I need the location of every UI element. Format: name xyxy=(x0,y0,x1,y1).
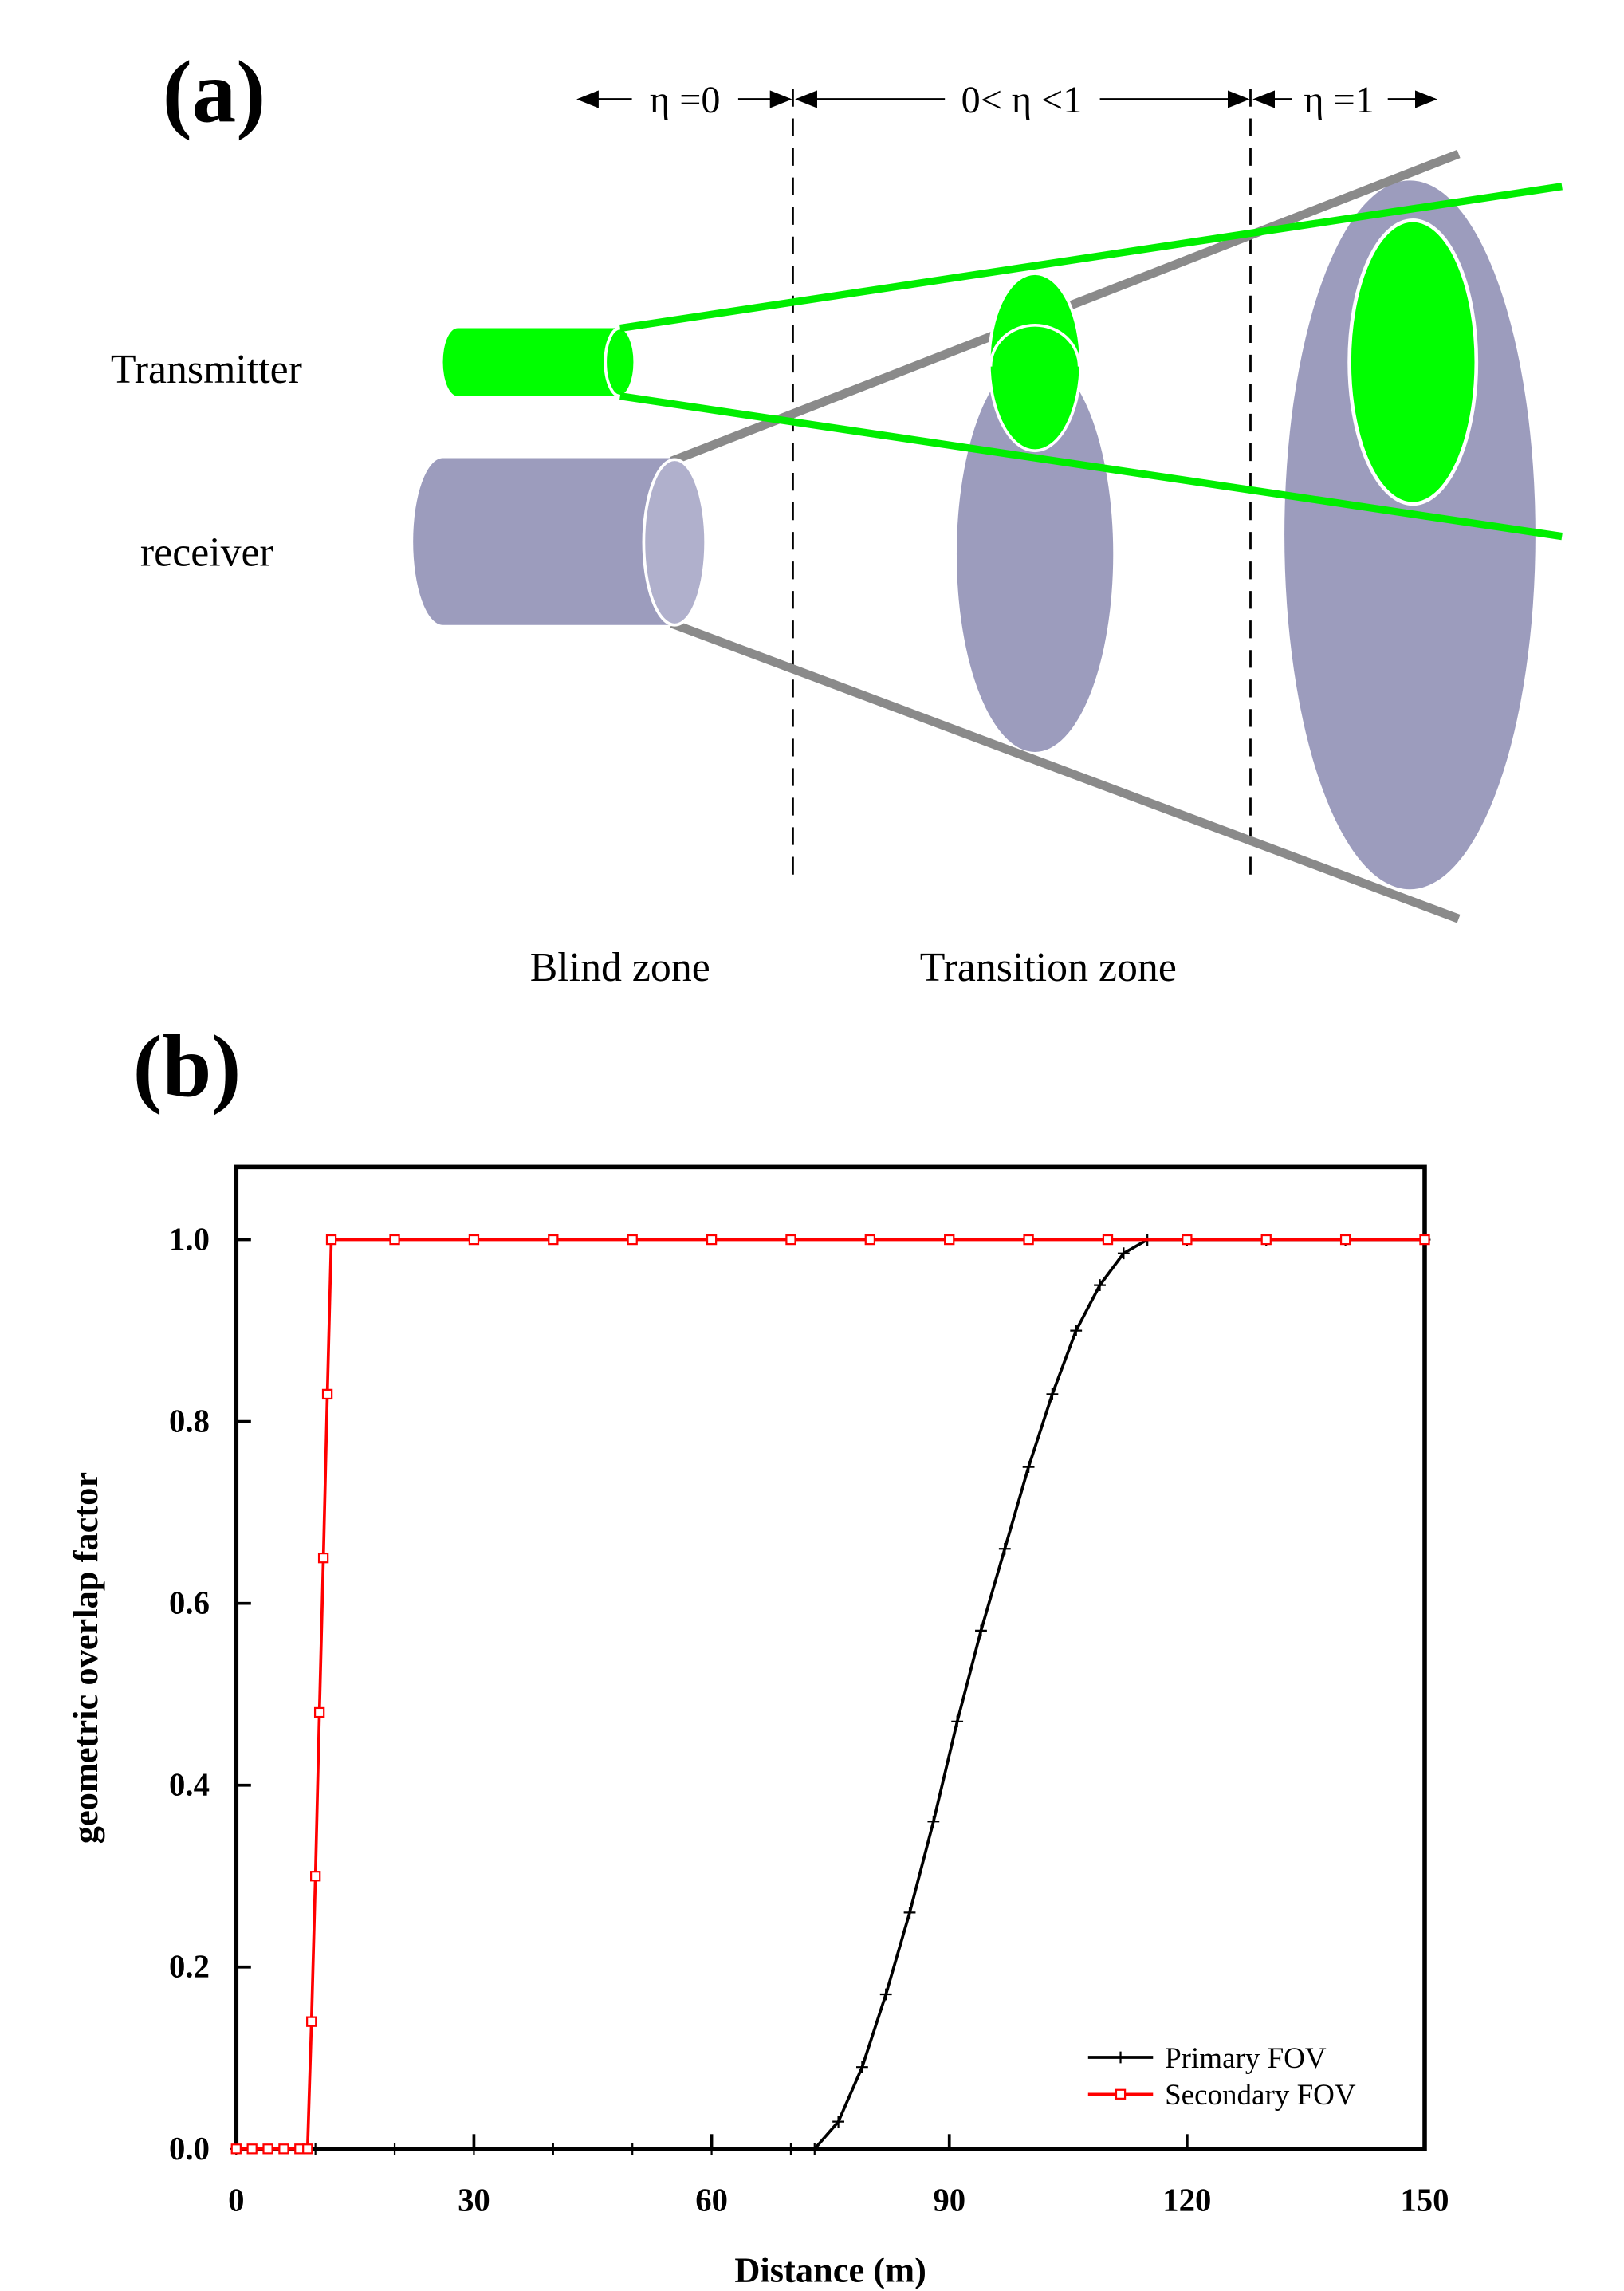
marker xyxy=(1339,1234,1351,1246)
legend-marker xyxy=(1115,2088,1127,2100)
legend-label: Secondary FOV xyxy=(1165,2079,1356,2112)
transmitter xyxy=(442,328,620,396)
marker xyxy=(310,1871,321,1882)
marker xyxy=(864,1234,876,1246)
series-line xyxy=(236,1238,1425,2151)
marker xyxy=(808,2143,821,2155)
y-axis-label: geometric overlap factor xyxy=(65,1472,105,1844)
y-tick-label: 0.6 xyxy=(169,1585,210,1621)
receiver-label: receiver xyxy=(140,530,273,576)
marker xyxy=(1094,1279,1106,1291)
beam-edge xyxy=(989,324,1081,367)
marker xyxy=(317,1552,329,1564)
chart: 0 30 60 90 120 150 0.0 0.2 0.4 0.6 0.8 1.0 Distance … xyxy=(65,1164,1449,2289)
legend-label: Primary FOV xyxy=(1165,2042,1327,2075)
y-tick-label: 0.2 xyxy=(169,1949,210,1985)
marker xyxy=(1070,1325,1083,1337)
marker xyxy=(306,2016,317,2027)
marker xyxy=(944,1234,955,1246)
transmitter-end xyxy=(604,326,637,398)
marker xyxy=(388,2143,401,2155)
marker xyxy=(547,2143,560,2155)
legend-marker xyxy=(1115,2051,1127,2064)
marker xyxy=(313,1706,325,1718)
marker xyxy=(468,1234,480,1246)
transmitter-beam xyxy=(1347,218,1479,506)
marker xyxy=(278,2143,289,2155)
marker xyxy=(1023,1234,1034,1246)
marker xyxy=(548,1234,559,1246)
marker xyxy=(706,1234,718,1246)
receiver xyxy=(413,458,675,625)
marker xyxy=(1117,1247,1130,1260)
marker xyxy=(832,2116,844,2128)
transmitter-ray xyxy=(619,183,1563,333)
marker xyxy=(246,2143,258,2155)
y-tick-label: 1.0 xyxy=(169,1222,210,1258)
zone-name: Transition zone xyxy=(920,945,1177,990)
receiver-end xyxy=(642,458,708,627)
marker xyxy=(855,2061,868,2073)
y-tick-label: 0.4 xyxy=(169,1767,210,1803)
marker xyxy=(1260,1234,1272,1246)
marker xyxy=(1046,1388,1059,1400)
zone-label: η =1 xyxy=(1304,79,1374,121)
marker xyxy=(626,2143,639,2155)
marker xyxy=(706,2143,718,2155)
x-tick-label: 0 xyxy=(228,2183,244,2218)
marker xyxy=(230,2143,242,2155)
marker xyxy=(627,1234,638,1246)
zone-label: 0< η <1 xyxy=(961,79,1083,121)
marker xyxy=(389,1234,400,1246)
marker xyxy=(468,2143,480,2155)
marker xyxy=(927,1815,940,1828)
marker xyxy=(785,1234,796,1246)
x-tick-label: 90 xyxy=(933,2183,965,2218)
y-tick-label: 0.8 xyxy=(169,1403,210,1439)
marker xyxy=(1182,1234,1193,1246)
transmitter-ray xyxy=(619,392,1563,541)
marker xyxy=(321,1388,333,1400)
plot-frame xyxy=(234,1164,1427,2151)
transmitter-beam xyxy=(987,272,1083,453)
marker xyxy=(951,1715,964,1728)
marker xyxy=(302,2143,313,2155)
x-axis-label: Distance (m) xyxy=(734,2250,926,2289)
series-line xyxy=(236,1238,1425,2151)
receiver-ray xyxy=(670,619,1461,923)
x-tick-label: 150 xyxy=(1400,2183,1449,2218)
zone-label: η =0 xyxy=(650,79,720,121)
marker xyxy=(1102,1234,1114,1246)
panel-label: (b) xyxy=(133,1018,242,1116)
x-tick-label: 60 xyxy=(695,2183,728,2218)
y-tick-label: 0.0 xyxy=(169,2131,210,2167)
x-tick-label: 120 xyxy=(1162,2183,1211,2218)
marker xyxy=(879,1988,892,2001)
marker xyxy=(784,2143,797,2155)
marker xyxy=(262,2143,273,2155)
panel-label: (a) xyxy=(163,43,266,141)
marker xyxy=(1022,1461,1035,1474)
diagram: (a) η =0 0< η <1 η =1 Transmitter receiv… xyxy=(111,43,1563,990)
zone-name: Blind zone xyxy=(530,945,710,990)
marker xyxy=(903,1906,916,1919)
marker xyxy=(1419,1234,1430,1246)
x-tick-label: 30 xyxy=(458,2183,490,2218)
marker xyxy=(998,1542,1011,1555)
marker xyxy=(325,1234,337,1246)
transmitter-label: Transmitter xyxy=(111,347,302,392)
marker xyxy=(975,1624,987,1637)
